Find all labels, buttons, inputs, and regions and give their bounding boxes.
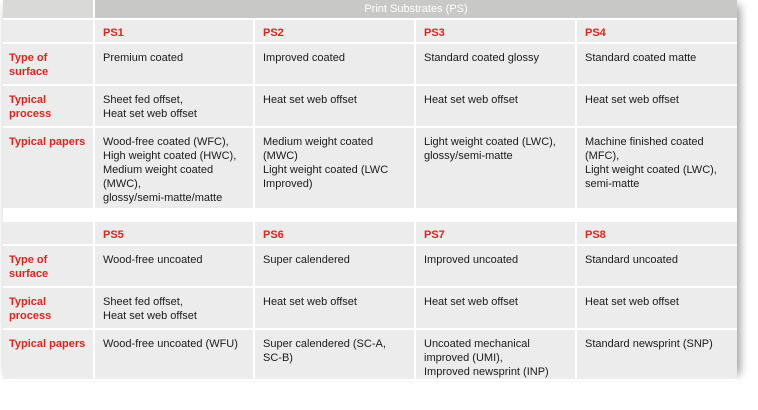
table-cell: Sheet fed offset, Heat set web offset [95, 288, 255, 330]
table-title: Print Substrates (PS) [95, 0, 738, 20]
table-cell: Heat set web offset [255, 288, 416, 330]
print-substrates-table: Print Substrates (PS) PS1 PS2 PS3 PS4 Ty… [3, 0, 738, 381]
group-spacer [3, 210, 738, 222]
table-cell: Standard coated matte [577, 44, 738, 86]
table-row: Typical process Sheet fed offset, Heat s… [3, 288, 738, 330]
column-header-row: PS5 PS6 PS7 PS8 [3, 222, 738, 246]
row-label-surface: Type of surface [3, 44, 95, 86]
title-row: Print Substrates (PS) [3, 0, 738, 20]
column-header-row: PS1 PS2 PS3 PS4 [3, 20, 738, 44]
table-cell: Wood-free coated (WFC), High weight coat… [95, 128, 255, 210]
table-cell: Heat set web offset [577, 288, 738, 330]
table-cell: Super calendered [255, 246, 416, 288]
column-header-ps5: PS5 [95, 222, 255, 246]
corner-cell [3, 20, 95, 44]
table-row: Type of surface Wood-free uncoated Super… [3, 246, 738, 288]
table-row: Typical process Sheet fed offset, Heat s… [3, 86, 738, 128]
column-header-ps3: PS3 [416, 20, 577, 44]
row-label-process: Typical process [3, 288, 95, 330]
table-cell: Heat set web offset [255, 86, 416, 128]
table-row: Typical papers Wood-free uncoated (WFU) … [3, 330, 738, 381]
table-cell: Heat set web offset [416, 86, 577, 128]
column-header-ps8: PS8 [577, 222, 738, 246]
title-blank-cell [3, 0, 95, 20]
row-label-papers: Typical papers [3, 128, 95, 210]
row-label-papers: Typical papers [3, 330, 95, 381]
table-cell: Standard newsprint (SNP) [577, 330, 738, 381]
table-cell: Premium coated [95, 44, 255, 86]
table-cell: Medium weight coated (MWC) Light weight … [255, 128, 416, 210]
row-label-process: Typical process [3, 86, 95, 128]
table-cell: Light weight coated (LWC), glossy/semi-m… [416, 128, 577, 210]
column-header-ps2: PS2 [255, 20, 416, 44]
table-cell: Heat set web offset [416, 288, 577, 330]
table-row: Typical papers Wood-free coated (WFC), H… [3, 128, 738, 210]
row-label-surface: Type of surface [3, 246, 95, 288]
column-header-ps1: PS1 [95, 20, 255, 44]
table-cell: Standard coated glossy [416, 44, 577, 86]
table-cell: Sheet fed offset, Heat set web offset [95, 86, 255, 128]
table-cell: Machine finished coated (MFC), Light wei… [577, 128, 738, 210]
print-substrates-card: Print Substrates (PS) PS1 PS2 PS3 PS4 Ty… [3, 0, 738, 381]
table-cell: Heat set web offset [577, 86, 738, 128]
column-header-ps6: PS6 [255, 222, 416, 246]
table-cell: Super calendered (SC-A, SC-B) [255, 330, 416, 381]
table-cell: Uncoated mechanical improved (UMI), Impr… [416, 330, 577, 381]
corner-cell [3, 222, 95, 246]
table-row: Type of surface Premium coated Improved … [3, 44, 738, 86]
table-cell: Standard uncoated [577, 246, 738, 288]
column-header-ps4: PS4 [577, 20, 738, 44]
table-cell: Wood-free uncoated [95, 246, 255, 288]
table-cell: Improved coated [255, 44, 416, 86]
table-cell: Improved uncoated [416, 246, 577, 288]
table-cell: Wood-free uncoated (WFU) [95, 330, 255, 381]
column-header-ps7: PS7 [416, 222, 577, 246]
